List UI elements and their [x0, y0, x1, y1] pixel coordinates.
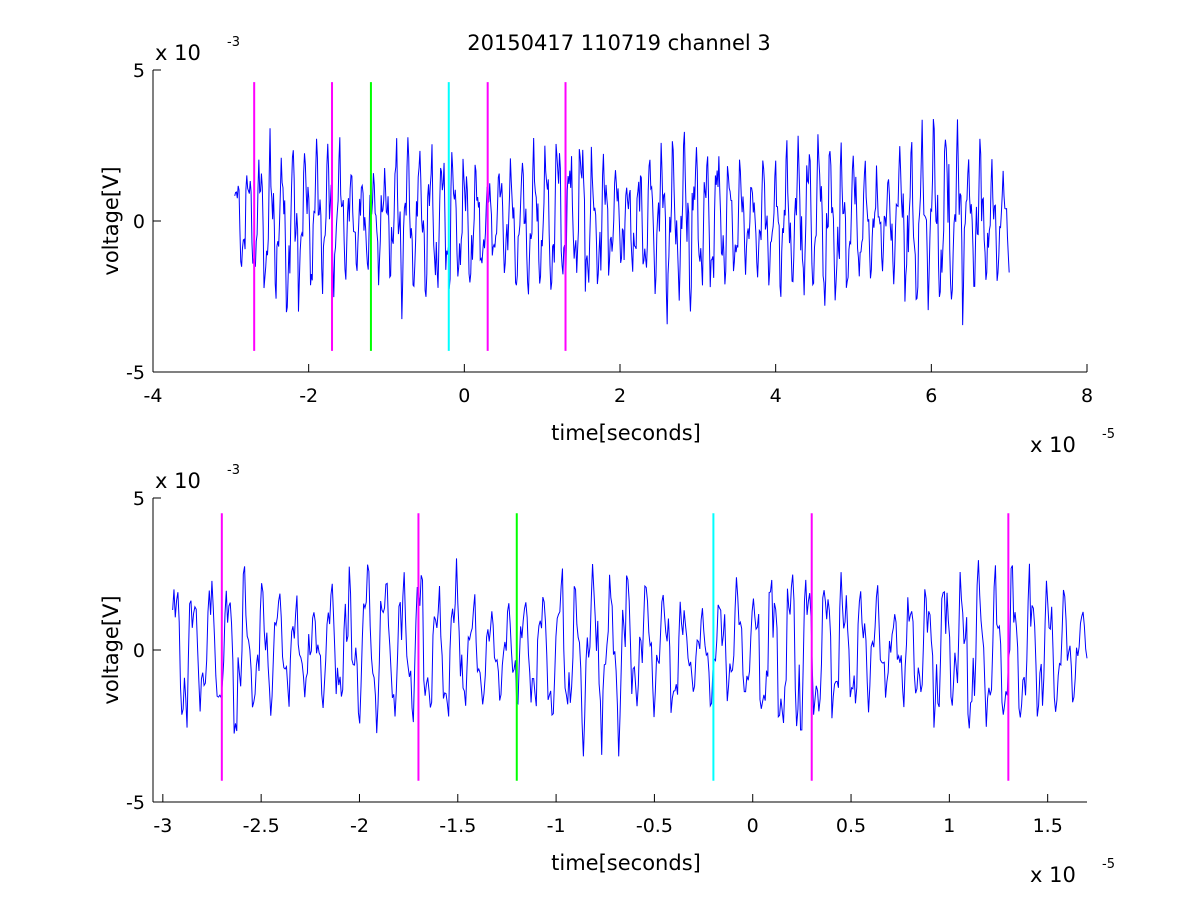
y-exponent-superscript: -3: [227, 35, 240, 50]
x-tick-label: 6: [925, 385, 937, 407]
x-exponent-label: x 10: [1030, 863, 1076, 887]
x-axis-label: time[seconds]: [551, 421, 701, 445]
x-tick-label: -4: [144, 385, 163, 407]
x-tick-label: -0.5: [636, 815, 673, 837]
y-exponent-label: x 10: [155, 469, 201, 493]
x-tick-label: 0: [458, 385, 470, 407]
y-tick-label: 5: [133, 488, 145, 510]
y-tick-label: 5: [133, 60, 145, 82]
x-tick-label: 0.5: [836, 815, 866, 837]
x-tick-label: 4: [770, 385, 782, 407]
signal-trace: [234, 118, 1010, 326]
x-exponent-superscript: -5: [1102, 427, 1115, 442]
y-axis-label: voltage[V]: [99, 595, 123, 704]
x-tick-label: 8: [1081, 385, 1093, 407]
figure-title: 20150417 110719 channel 3: [467, 31, 771, 55]
x-tick-label: -2: [350, 815, 369, 837]
y-tick-label: 0: [133, 640, 145, 662]
x-tick-label: -1.5: [439, 815, 476, 837]
x-tick-label: 0: [747, 815, 759, 837]
bottom-plot-panel: -3 -2.5 -2 -1.5 -1 -0.5 0 0.5 1 1.5 -5 0 5 time[secon…: [99, 463, 1115, 887]
x-tick-label: -3: [153, 815, 172, 837]
x-tick-label: -2: [299, 385, 318, 407]
y-exponent-label: x 10: [155, 41, 201, 65]
x-tick-label: 2: [614, 385, 626, 407]
y-tick-label: 0: [133, 211, 145, 233]
y-exponent-superscript: -3: [227, 463, 240, 478]
signal-trace: [172, 558, 1088, 757]
x-exponent-label: x 10: [1030, 433, 1076, 457]
y-tick-label: -5: [126, 792, 145, 814]
x-exponent-superscript: -5: [1102, 857, 1115, 872]
x-tick-label: -2.5: [243, 815, 280, 837]
x-tick-label: 1: [943, 815, 955, 837]
y-axis-label: voltage[V]: [99, 166, 123, 275]
x-axis-label: time[seconds]: [551, 851, 701, 875]
x-tick-label: 1.5: [1033, 815, 1063, 837]
y-tick-label: -5: [126, 362, 145, 384]
top-plot-panel: -4 -2 0 2 4 6 8 -5 0 5 time[seconds] voltage[V] x 10…: [99, 35, 1115, 457]
x-tick-label: -1: [547, 815, 566, 837]
